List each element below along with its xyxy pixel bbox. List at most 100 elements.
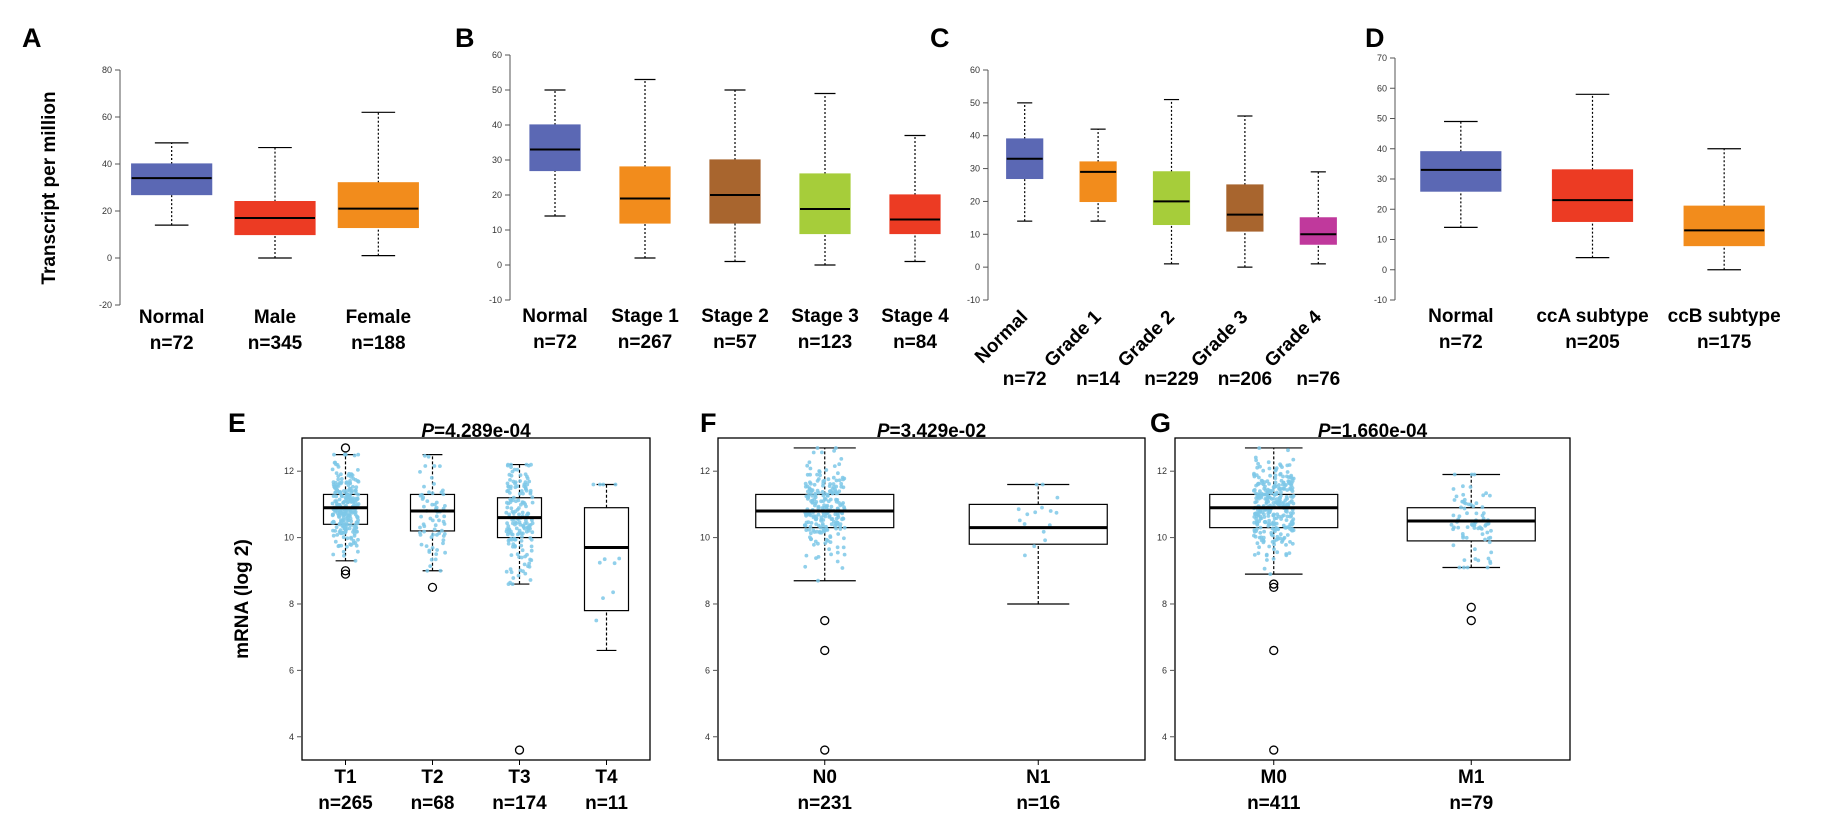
data-point (505, 532, 510, 537)
data-point (602, 557, 607, 562)
data-point (509, 553, 514, 557)
data-point (809, 521, 814, 525)
data-point (1265, 491, 1270, 496)
y-tick-label: 20 (492, 190, 502, 200)
data-point (1257, 446, 1262, 450)
data-point (821, 528, 826, 533)
outlier-point (820, 645, 830, 656)
count-label: n=267 (618, 332, 672, 353)
data-point (1279, 490, 1283, 495)
data-point (337, 497, 342, 502)
data-point (1254, 517, 1259, 521)
data-point (814, 516, 819, 521)
data-point (352, 510, 357, 515)
data-point (830, 517, 835, 521)
data-point (437, 531, 442, 536)
data-point (419, 542, 424, 547)
data-point (834, 478, 839, 483)
data-point (1041, 529, 1046, 534)
box (709, 159, 761, 224)
data-point (356, 549, 360, 554)
data-point (1022, 522, 1027, 526)
data-point (1285, 502, 1290, 507)
data-point (1278, 532, 1283, 537)
category-label: Male (254, 307, 296, 328)
y-tick-label: 10 (1157, 533, 1167, 543)
data-point (842, 536, 846, 541)
data-point (420, 497, 425, 501)
data-point (522, 562, 527, 567)
data-point (343, 530, 347, 535)
data-point (838, 527, 843, 531)
data-point (1288, 514, 1293, 519)
data-point (528, 536, 533, 540)
data-point (1252, 488, 1257, 492)
data-point (1289, 487, 1294, 492)
data-point (837, 462, 842, 467)
data-point (834, 446, 838, 450)
data-point (338, 528, 343, 533)
data-point (817, 529, 822, 534)
panel-label: D (1365, 23, 1385, 53)
category-label: M1 (1458, 767, 1485, 788)
data-point (1267, 518, 1271, 523)
data-point (512, 467, 517, 472)
data-point (505, 521, 509, 526)
data-point (331, 528, 335, 533)
data-point (1291, 457, 1296, 462)
data-point (835, 550, 840, 555)
category-label: T2 (421, 767, 443, 788)
count-label: n=72 (150, 333, 194, 354)
data-point (521, 569, 525, 574)
data-point (522, 526, 527, 531)
data-point (1270, 540, 1275, 544)
panel-e: E P=4.289e-04 mRNA (log 2) 4 6 8 10 12 T1 n=265 T2… (228, 408, 651, 814)
data-point (530, 530, 535, 535)
y-tick-label: 50 (492, 85, 502, 95)
data-point (597, 560, 602, 565)
data-point (339, 477, 344, 481)
y-tick-label: 30 (970, 164, 980, 174)
data-point (1255, 512, 1260, 516)
data-point (1488, 535, 1493, 540)
data-point (354, 543, 359, 548)
category-label: M0 (1261, 767, 1287, 788)
data-point (805, 463, 810, 468)
data-point (336, 477, 341, 482)
data-point (427, 490, 431, 495)
data-point (1287, 551, 1292, 555)
data-point (1284, 518, 1289, 522)
data-point (1040, 482, 1045, 487)
data-point (1462, 565, 1466, 570)
data-point (510, 498, 515, 503)
data-point (424, 544, 429, 548)
data-point (1473, 557, 1478, 561)
y-tick-label: -10 (489, 295, 502, 305)
data-point (815, 446, 820, 450)
data-point (1271, 557, 1276, 561)
data-point (355, 520, 360, 524)
outlier-point (514, 745, 525, 755)
data-point (337, 522, 342, 527)
data-point (835, 520, 840, 525)
outlier-point (340, 443, 351, 453)
data-point (347, 471, 351, 476)
y-tick-label: 4 (705, 732, 710, 742)
data-point (839, 481, 844, 486)
data-point (813, 493, 818, 498)
y-tick-label: 0 (107, 253, 112, 263)
panel-a: A Transcript per million -20 0 20 40 60 80 Norma… (22, 23, 419, 354)
data-point (803, 564, 808, 569)
data-point (601, 482, 606, 487)
y-tick-label: 8 (705, 599, 710, 609)
data-point (1290, 541, 1295, 546)
p-value-title: P=4.289e-04 (421, 421, 531, 442)
data-point (828, 540, 833, 544)
data-point (355, 497, 360, 501)
data-point (808, 466, 813, 471)
data-point (339, 480, 344, 484)
y-tick-label: 20 (102, 206, 112, 216)
data-point (523, 554, 527, 559)
